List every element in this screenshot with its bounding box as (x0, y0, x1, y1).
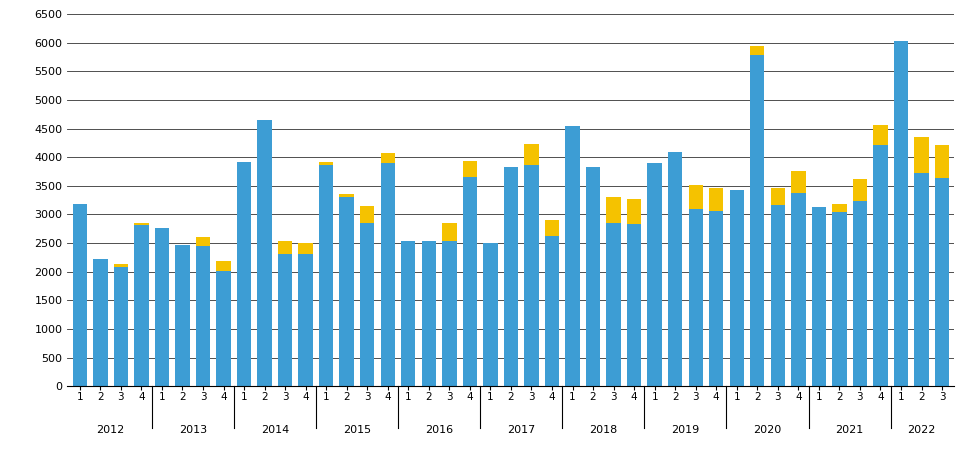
Bar (134, 222, 148, 225)
Bar (770, 205, 785, 386)
Text: 2013: 2013 (178, 425, 206, 435)
Bar (278, 242, 292, 254)
Bar (627, 199, 641, 224)
Bar (524, 144, 539, 165)
Bar (524, 165, 539, 386)
Bar (586, 167, 601, 386)
Bar (257, 120, 272, 386)
Bar (381, 163, 395, 386)
Bar (565, 126, 579, 386)
Bar (812, 207, 826, 386)
Bar (278, 254, 292, 386)
Bar (319, 162, 334, 165)
Text: 2019: 2019 (671, 425, 700, 435)
Bar (339, 197, 354, 386)
Bar (832, 211, 846, 386)
Bar (750, 56, 764, 386)
Text: 2020: 2020 (754, 425, 782, 435)
Bar (648, 163, 662, 386)
Bar (750, 46, 764, 56)
Bar (216, 261, 230, 270)
Bar (196, 246, 210, 386)
Text: 2012: 2012 (96, 425, 124, 435)
Bar (237, 162, 252, 386)
Bar (688, 185, 703, 209)
Bar (299, 243, 312, 254)
Bar (360, 206, 374, 223)
Bar (72, 204, 87, 386)
Bar (339, 194, 354, 197)
Bar (873, 145, 888, 386)
Bar (606, 223, 621, 386)
Bar (545, 236, 559, 386)
Bar (94, 259, 108, 386)
Bar (935, 145, 950, 178)
Text: 2017: 2017 (507, 425, 535, 435)
Bar (319, 165, 334, 386)
Text: 2014: 2014 (260, 425, 289, 435)
Bar (401, 241, 415, 386)
Bar (791, 193, 806, 386)
Bar (421, 241, 436, 386)
Bar (770, 188, 785, 205)
Text: 2021: 2021 (836, 425, 864, 435)
Bar (442, 223, 457, 242)
Bar (360, 223, 374, 386)
Bar (463, 161, 477, 177)
Bar (134, 225, 148, 386)
Bar (710, 211, 723, 386)
Bar (442, 242, 457, 386)
Bar (627, 224, 641, 386)
Bar (196, 237, 210, 246)
Bar (606, 197, 621, 223)
Bar (175, 245, 190, 386)
Bar (381, 153, 395, 163)
Bar (935, 178, 950, 386)
Bar (710, 187, 723, 211)
Bar (853, 201, 867, 386)
Bar (853, 179, 867, 201)
Bar (545, 219, 559, 236)
Bar (668, 152, 683, 386)
Bar (873, 125, 888, 145)
Bar (688, 209, 703, 386)
Bar (299, 254, 312, 386)
Bar (914, 137, 928, 173)
Text: 2015: 2015 (343, 425, 371, 435)
Bar (914, 173, 928, 386)
Bar (894, 41, 908, 386)
Bar (832, 203, 846, 211)
Bar (504, 167, 518, 386)
Bar (114, 267, 128, 386)
Bar (463, 177, 477, 386)
Text: 2022: 2022 (907, 425, 936, 435)
Bar (730, 190, 744, 386)
Bar (791, 171, 806, 193)
Text: 2016: 2016 (425, 425, 453, 435)
Bar (155, 228, 169, 386)
Bar (114, 264, 128, 267)
Text: 2018: 2018 (589, 425, 617, 435)
Bar (216, 270, 230, 386)
Bar (483, 243, 497, 386)
